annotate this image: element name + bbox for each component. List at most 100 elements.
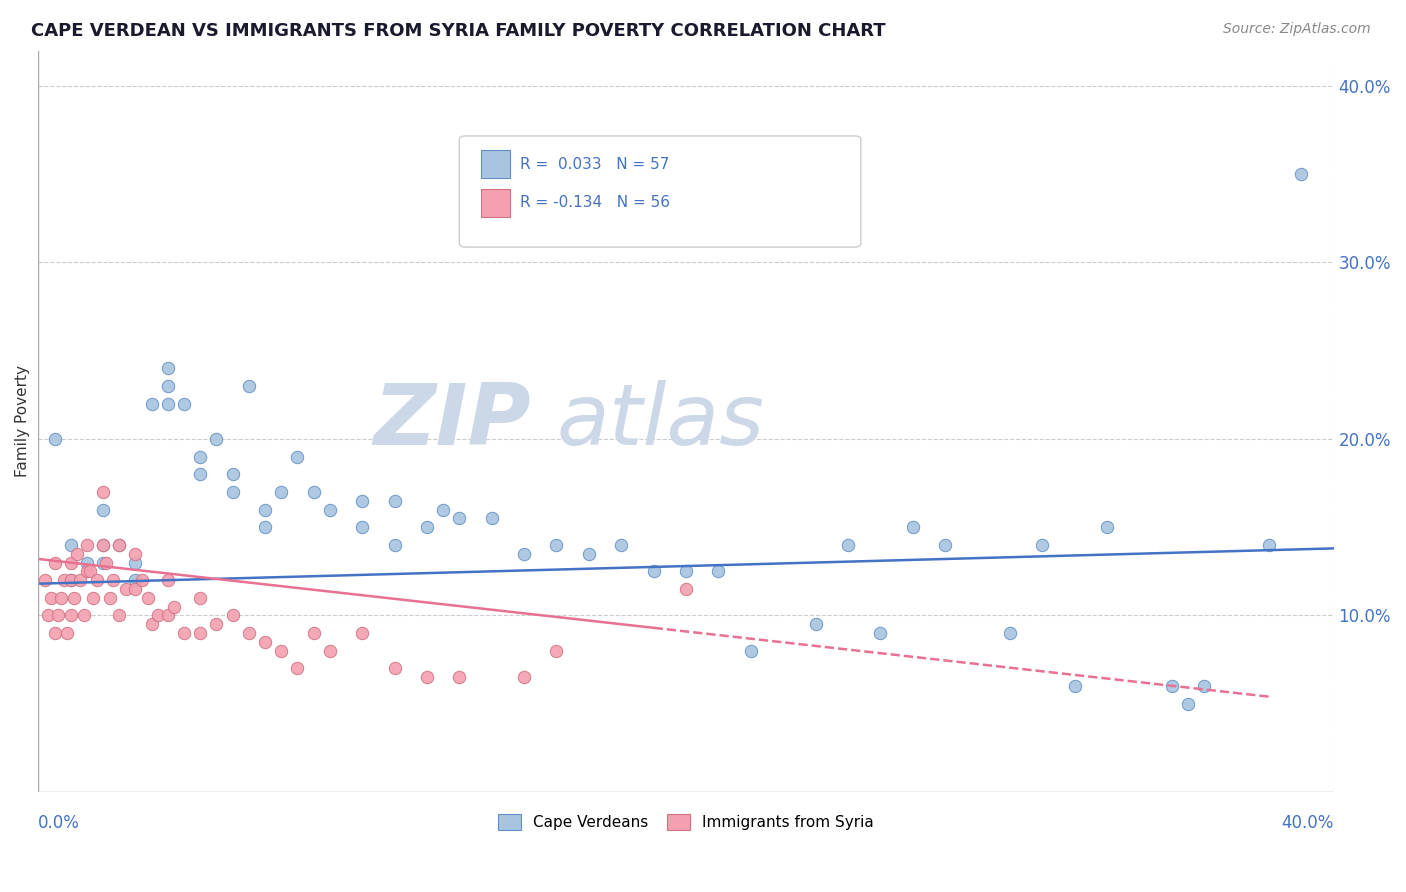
Text: Source: ZipAtlas.com: Source: ZipAtlas.com xyxy=(1223,22,1371,37)
Point xyxy=(384,661,406,675)
Text: R =  0.033   N = 57: R = 0.033 N = 57 xyxy=(520,157,669,171)
Point xyxy=(108,608,131,623)
Point xyxy=(1291,167,1313,181)
Point xyxy=(205,617,228,632)
Point xyxy=(319,644,342,658)
Point xyxy=(156,379,179,393)
Point xyxy=(66,547,89,561)
Point xyxy=(1160,679,1182,693)
Point xyxy=(49,591,72,605)
Point xyxy=(124,582,146,596)
Point xyxy=(59,573,82,587)
Point xyxy=(238,626,260,640)
Point xyxy=(59,573,82,587)
Point xyxy=(513,670,536,684)
Point xyxy=(59,538,82,552)
Point xyxy=(141,397,163,411)
Point xyxy=(101,573,124,587)
Point xyxy=(416,670,439,684)
Point xyxy=(707,565,730,579)
Point xyxy=(44,556,66,570)
Point xyxy=(302,484,325,499)
Point xyxy=(384,538,406,552)
Point xyxy=(253,502,276,516)
Point xyxy=(156,361,179,376)
Point xyxy=(124,573,146,587)
Point xyxy=(1063,679,1085,693)
Point xyxy=(34,573,56,587)
Point xyxy=(108,538,131,552)
Text: 40.0%: 40.0% xyxy=(1281,814,1334,832)
Point xyxy=(188,626,211,640)
Point xyxy=(82,591,104,605)
Point xyxy=(287,661,309,675)
Point xyxy=(44,626,66,640)
Text: CAPE VERDEAN VS IMMIGRANTS FROM SYRIA FAMILY POVERTY CORRELATION CHART: CAPE VERDEAN VS IMMIGRANTS FROM SYRIA FA… xyxy=(31,22,886,40)
Point xyxy=(1031,538,1053,552)
Point xyxy=(138,591,160,605)
Point xyxy=(449,511,471,525)
Point xyxy=(91,538,114,552)
Point xyxy=(91,502,114,516)
Point xyxy=(302,626,325,640)
Point xyxy=(740,644,762,658)
Point xyxy=(108,538,131,552)
Point xyxy=(481,511,503,525)
Point xyxy=(163,599,186,614)
Point xyxy=(221,467,243,482)
Point xyxy=(69,573,91,587)
Point xyxy=(63,591,86,605)
Point xyxy=(131,573,153,587)
Point xyxy=(253,635,276,649)
Text: ZIP: ZIP xyxy=(373,380,530,463)
Point xyxy=(141,617,163,632)
Point xyxy=(432,502,454,516)
Point xyxy=(73,608,96,623)
Point xyxy=(1257,538,1279,552)
Point xyxy=(610,538,633,552)
Point xyxy=(287,450,309,464)
Text: atlas: atlas xyxy=(557,380,765,463)
Point xyxy=(352,520,374,534)
Point xyxy=(59,608,82,623)
FancyBboxPatch shape xyxy=(481,150,510,178)
Point xyxy=(1177,697,1199,711)
Point xyxy=(44,432,66,446)
Point xyxy=(59,556,82,570)
Point xyxy=(173,626,195,640)
Point xyxy=(96,556,118,570)
Point xyxy=(188,450,211,464)
Point xyxy=(156,573,179,587)
Point xyxy=(221,608,243,623)
Point xyxy=(449,670,471,684)
Point xyxy=(76,538,98,552)
Point xyxy=(156,608,179,623)
Point xyxy=(86,573,108,587)
Point xyxy=(869,626,891,640)
Point xyxy=(76,556,98,570)
Point xyxy=(98,591,121,605)
Point xyxy=(156,397,179,411)
Point xyxy=(901,520,924,534)
Point xyxy=(675,565,697,579)
Point xyxy=(221,484,243,499)
Point xyxy=(352,493,374,508)
Point xyxy=(643,565,665,579)
Point xyxy=(546,538,568,552)
Point xyxy=(934,538,956,552)
Y-axis label: Family Poverty: Family Poverty xyxy=(15,366,30,477)
Point xyxy=(384,493,406,508)
Point xyxy=(124,547,146,561)
Point xyxy=(205,432,228,446)
Point xyxy=(675,582,697,596)
Point xyxy=(416,520,439,534)
Text: 0.0%: 0.0% xyxy=(38,814,80,832)
Point xyxy=(39,591,62,605)
Point xyxy=(91,484,114,499)
FancyBboxPatch shape xyxy=(481,188,510,217)
Point xyxy=(46,608,69,623)
Point xyxy=(270,484,292,499)
Point xyxy=(998,626,1021,640)
Point xyxy=(79,565,101,579)
Point xyxy=(53,573,76,587)
